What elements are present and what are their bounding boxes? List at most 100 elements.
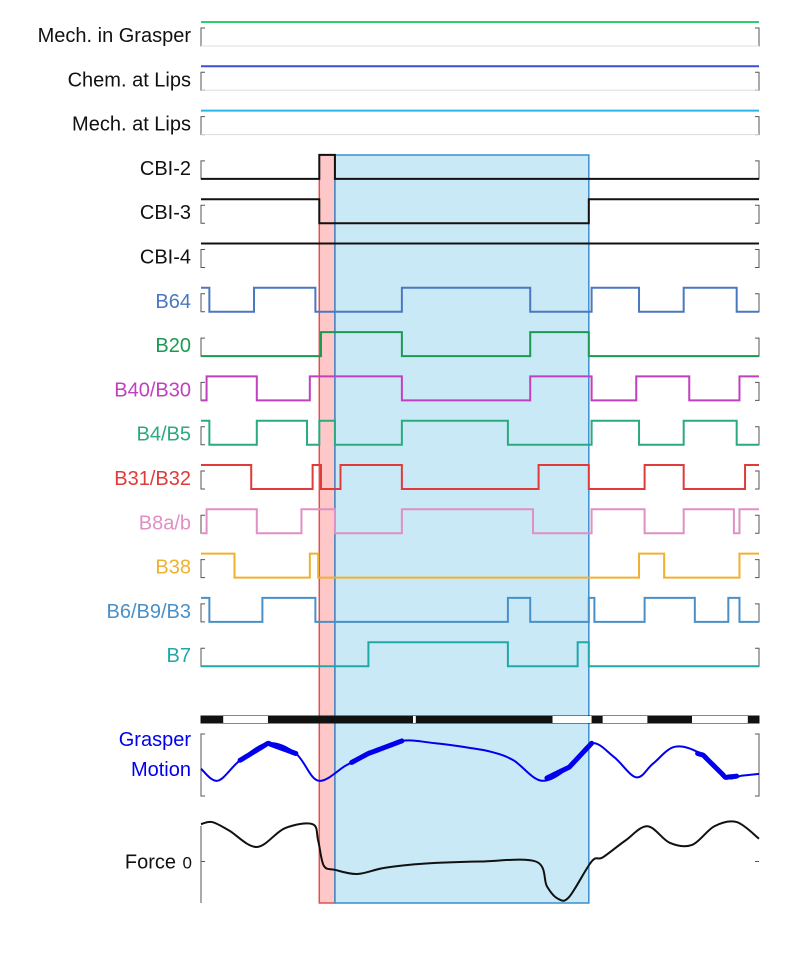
phase-segment: [415, 716, 553, 723]
digital-row: Chem. at Lips: [68, 65, 760, 91]
series-trace: [201, 596, 759, 623]
phase-segment: [602, 716, 648, 723]
highlight-layer: [318, 154, 590, 904]
y-axis-bracket-left: [200, 426, 205, 446]
y-axis-bracket-right: [755, 603, 760, 623]
force-trace: [200, 820, 760, 902]
y-axis-bracket-right: [755, 381, 760, 401]
grasper-label-line1: Grasper: [119, 729, 192, 751]
grasper-motion-panel: Grasper Motion: [119, 729, 760, 797]
series-trace: [201, 641, 759, 668]
digital-row: B40/B30: [114, 375, 760, 402]
phase-segment: [692, 716, 748, 723]
y-axis-bracket-right: [755, 514, 760, 534]
phase-segment: [591, 716, 603, 723]
series-label: B64: [155, 291, 191, 313]
digital-row: B7: [167, 641, 760, 668]
force-label: Force: [125, 852, 176, 874]
digital-row: CBI-2: [140, 153, 760, 180]
y-axis-bracket-left: [200, 204, 205, 224]
analog-traces: Grasper Motion Force 0: [119, 729, 760, 903]
y-axis-bracket-right: [755, 116, 760, 136]
series-label: Mech. in Grasper: [38, 25, 192, 47]
force-panel: Force 0: [125, 820, 760, 903]
y-axis-bracket-left: [200, 559, 205, 579]
grasper-thick-segment: [237, 740, 299, 763]
y-axis-bracket-right: [755, 647, 760, 667]
y-axis-bracket-right: [755, 293, 760, 313]
series-trace: [201, 419, 759, 446]
phase-segment: [747, 716, 759, 723]
phase-bar: [200, 715, 760, 724]
y-axis-bracket-right: [755, 160, 760, 180]
phase-segment: [267, 716, 414, 723]
series-label: B20: [155, 335, 191, 357]
digital-row: B64: [155, 286, 760, 313]
series-label: B8a/b: [139, 512, 191, 534]
y-axis-bracket-left: [200, 249, 205, 268]
y-axis-bracket-left: [200, 293, 205, 313]
digital-row: Mech. in Grasper: [38, 21, 760, 47]
y-axis-bracket-left: [200, 381, 205, 401]
phase-segment: [223, 716, 268, 723]
phase-segment: [647, 716, 693, 723]
y-axis-bracket-left: [200, 116, 205, 136]
highlight-region: [334, 154, 590, 904]
grasper-thick-segment: [544, 740, 595, 781]
digital-row: Mech. at Lips: [72, 109, 760, 136]
series-label: Mech. at Lips: [72, 114, 191, 136]
grasper-thick-segment: [695, 751, 740, 780]
highlight-region: [318, 154, 336, 904]
grasper-thick-segment: [349, 738, 405, 765]
series-label: CBI-2: [140, 158, 191, 180]
series-label: B38: [155, 557, 191, 579]
y-axis-bracket-right: [755, 71, 760, 91]
series-trace: [201, 464, 759, 490]
series-trace: [201, 375, 759, 402]
y-axis-bracket-right: [755, 733, 760, 797]
y-axis-bracket-right: [755, 337, 760, 357]
y-axis-bracket-left: [200, 337, 205, 357]
digital-row: B20: [155, 331, 760, 358]
series-label: B6/B9/B3: [106, 601, 191, 623]
series-label: Chem. at Lips: [68, 69, 191, 91]
y-axis-bracket-left: [200, 603, 205, 623]
phase-segment: [552, 716, 592, 723]
y-axis-bracket-left: [200, 160, 205, 180]
digital-row: B4/B5: [137, 419, 760, 446]
series-trace: [201, 552, 759, 579]
series-trace: [201, 286, 759, 313]
series-trace: [201, 508, 759, 535]
digital-row: B38: [155, 552, 760, 579]
phase-segment: [413, 716, 416, 723]
series-label: CBI-4: [140, 247, 191, 269]
series-label: CBI-3: [140, 202, 191, 224]
y-axis-bracket-left: [200, 733, 205, 797]
y-axis-bracket-right: [755, 470, 760, 490]
force-zero-label: 0: [183, 854, 192, 873]
y-axis-bracket-right: [755, 559, 760, 579]
y-axis-bracket-right: [755, 27, 760, 47]
digital-row: B8a/b: [139, 508, 760, 535]
series-label: B40/B30: [114, 379, 191, 401]
grasper-label-line2: Motion: [131, 759, 191, 781]
y-axis-bracket-right: [755, 249, 760, 268]
series-trace: [201, 331, 759, 358]
y-axis-bracket-left: [200, 27, 205, 47]
digital-row: B31/B32: [114, 464, 760, 490]
digital-rows: Mech. in Grasper Chem. at Lips Mech. at Li…: [38, 21, 760, 668]
series-label: B31/B32: [114, 468, 191, 490]
phase-segment: [201, 716, 224, 723]
digital-row: CBI-3: [140, 198, 760, 225]
series-label: B7: [167, 645, 191, 667]
series-trace: [201, 153, 759, 180]
y-axis-bracket-left: [200, 71, 205, 91]
digital-row: B6/B9/B3: [106, 596, 760, 623]
y-axis-bracket-left: [200, 470, 205, 490]
y-axis-bracket-left: [200, 514, 205, 534]
y-axis-bracket-left: [200, 647, 205, 667]
series-trace: [201, 198, 759, 225]
y-axis-bracket-right: [755, 426, 760, 446]
